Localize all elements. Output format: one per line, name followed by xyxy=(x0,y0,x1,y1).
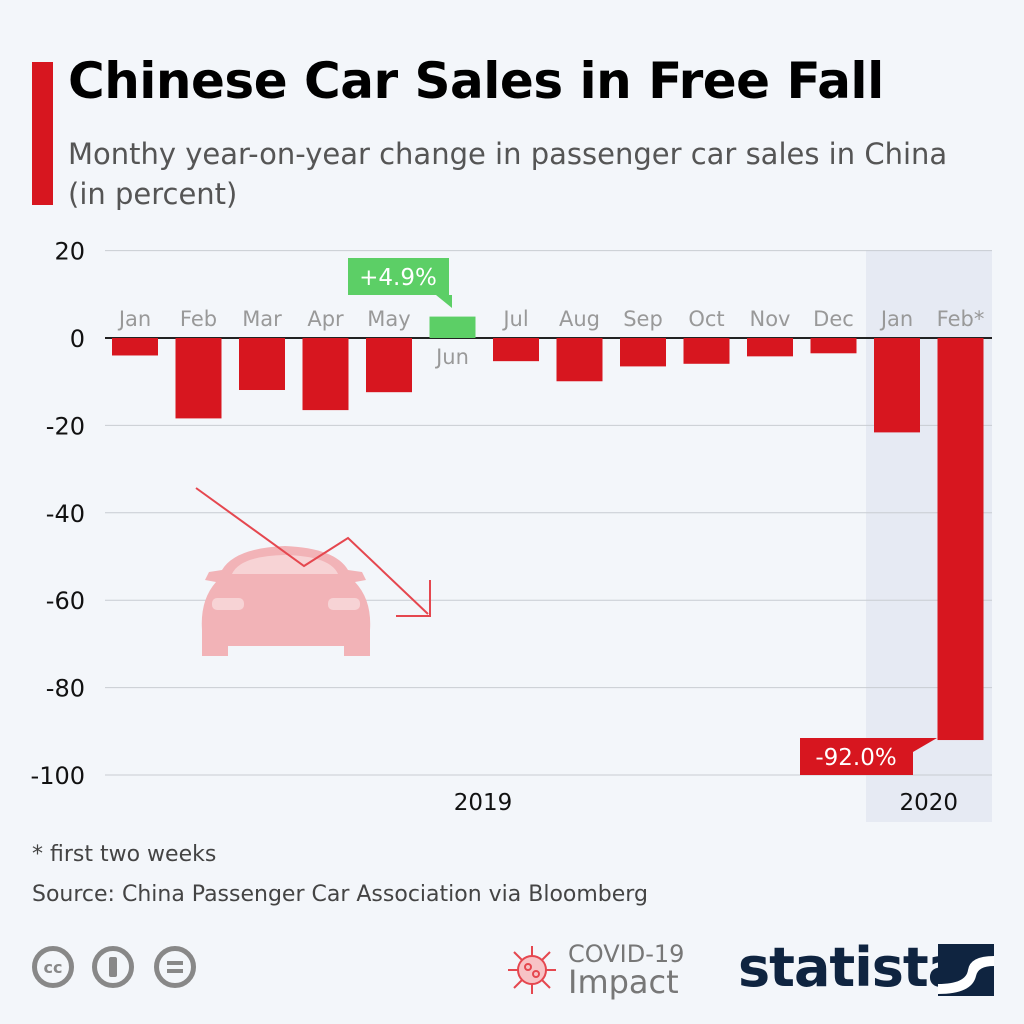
x-tick-label: Jan xyxy=(117,307,151,331)
y-tick-label: -60 xyxy=(46,587,85,615)
bar-mar xyxy=(239,338,285,391)
x-tick-label: Nov xyxy=(750,307,791,331)
chart-title: Chinese Car Sales in Free Fall xyxy=(68,52,884,110)
statista-logo[interactable]: statista xyxy=(738,936,964,999)
bar-aug xyxy=(556,338,603,382)
y-tick-label: -80 xyxy=(46,675,85,703)
bar-chart: 20 0 -20 -40 -60 -80 -100 Jan Feb Mar Apr May Jun Ju… xyxy=(31,238,992,822)
year-label: 2019 xyxy=(454,790,513,816)
bar-may xyxy=(366,338,412,393)
x-tick-label: Jul xyxy=(501,307,528,331)
attribution-icon[interactable] xyxy=(92,946,134,988)
annotation-box xyxy=(348,258,449,295)
covid-line2: Impact xyxy=(568,963,679,1001)
x-tick-label: Aug xyxy=(559,307,600,331)
y-tick-label: 0 xyxy=(70,325,85,353)
x-tick-label: Jun xyxy=(434,345,469,369)
no-derivatives-icon[interactable] xyxy=(154,946,196,988)
x-tick-label: Feb* xyxy=(937,307,985,331)
x-tick-label: May xyxy=(367,307,410,331)
bar-feb xyxy=(175,338,222,419)
trend-down-arrow-icon xyxy=(195,487,431,617)
bar-sep xyxy=(620,338,666,367)
y-tick-label: -40 xyxy=(46,500,85,528)
annotation-box xyxy=(800,738,913,775)
bar-jan xyxy=(112,338,158,356)
x-tick-label: Feb xyxy=(180,307,217,331)
title-accent-bar xyxy=(32,62,53,205)
x-tick-label: Oct xyxy=(688,307,724,331)
bar-nov xyxy=(747,338,793,357)
x-tick-label: Dec xyxy=(813,307,854,331)
bar-jun xyxy=(429,316,476,338)
cc-icon[interactable]: cc xyxy=(32,946,74,988)
y-tick-label: 20 xyxy=(54,238,85,266)
y-tick-label: -20 xyxy=(46,412,85,440)
bar-oct xyxy=(683,338,730,364)
x-tick-label: Mar xyxy=(242,307,282,331)
year-label: 2020 xyxy=(899,790,958,816)
source-note: Source: China Passenger Car Association … xyxy=(32,882,648,907)
bar-apr xyxy=(302,338,349,411)
y-tick-label: -100 xyxy=(31,762,85,790)
statista-logo-icon xyxy=(938,944,994,996)
x-tick-label: Jan xyxy=(879,307,913,331)
virus-icon xyxy=(508,946,556,994)
bar-feb xyxy=(937,338,984,741)
bar-jul xyxy=(493,338,539,362)
annotation-label: +4.9% xyxy=(359,265,437,291)
bar-dec xyxy=(810,338,857,354)
car-illustration xyxy=(195,487,431,656)
covid-impact-label: COVID-19 Impact xyxy=(568,940,685,1001)
x-tick-label: Sep xyxy=(623,307,663,331)
x-tick-label: Apr xyxy=(307,307,344,331)
covid-line1: COVID-19 xyxy=(568,940,685,968)
bar-jan xyxy=(874,338,920,433)
chart-subtitle: Monthy year-on-year change in passenger … xyxy=(68,137,948,211)
footnote: * first two weeks xyxy=(32,842,217,867)
annotation-label: -92.0% xyxy=(815,745,896,771)
